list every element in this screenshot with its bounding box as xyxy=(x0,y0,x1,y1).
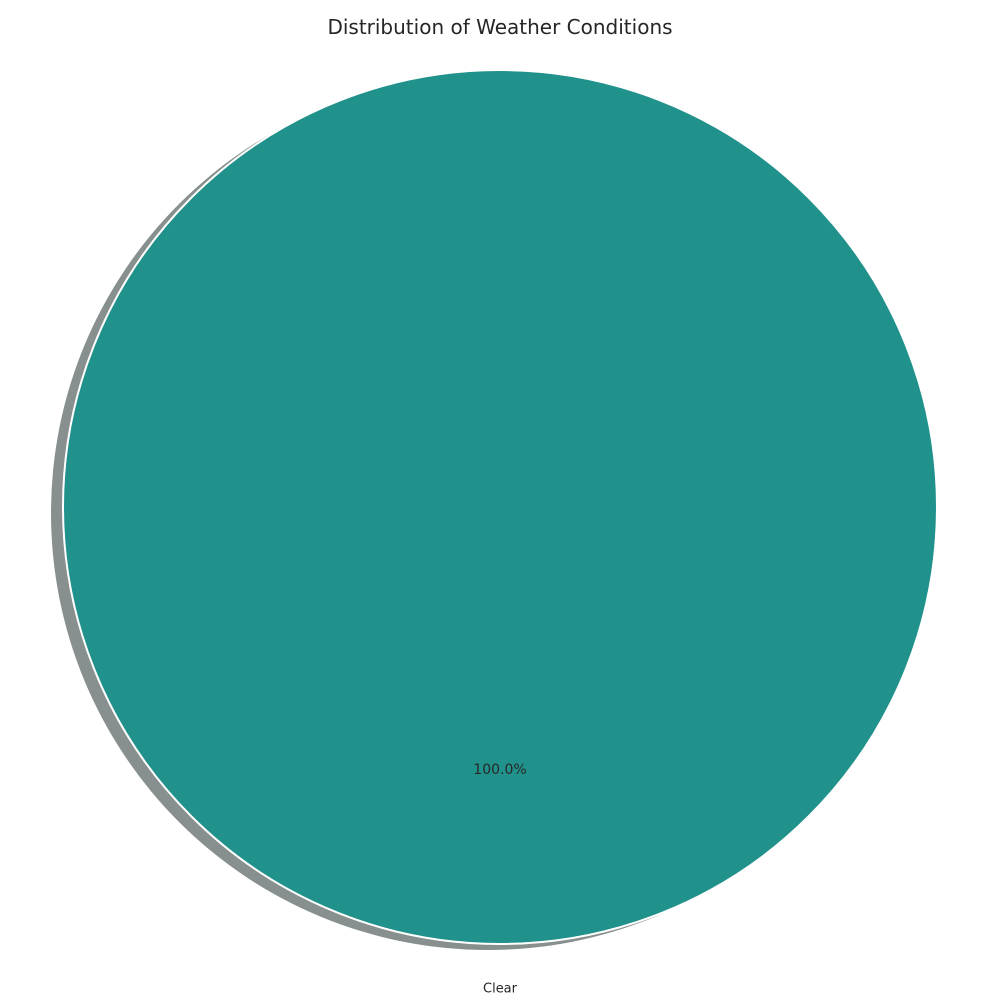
slices-layer xyxy=(62,69,938,945)
chart-title: Distribution of Weather Conditions xyxy=(327,15,672,39)
slice-category-label: Clear xyxy=(483,982,518,997)
labels-layer: 100.0% Clear xyxy=(473,762,526,997)
slice-percent-label: 100.0% xyxy=(473,762,526,778)
pie-slice-clear xyxy=(62,69,938,945)
